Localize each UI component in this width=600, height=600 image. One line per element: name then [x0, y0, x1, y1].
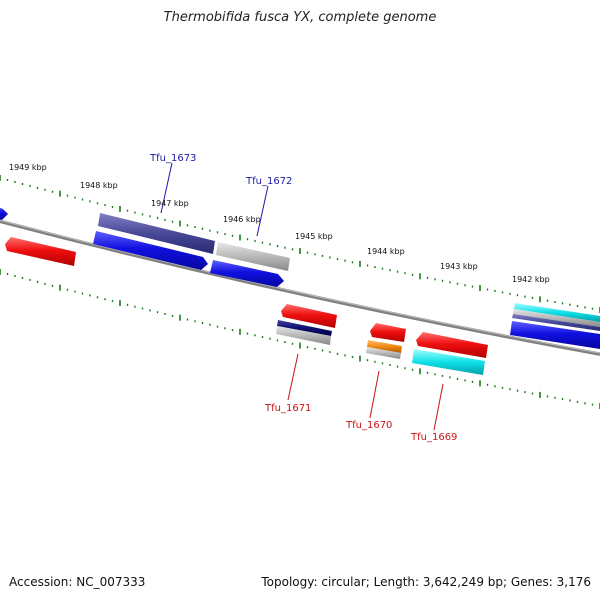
- genome-backbone-highlight: [0, 219, 600, 354]
- gene-feature[interactable]: [5, 237, 76, 266]
- map-title: Thermobifida fusca YX, complete genome: [163, 10, 437, 25]
- scale-ticks-bottom: [0, 269, 600, 409]
- gene-feature[interactable]: [370, 323, 406, 342]
- genome-backbone: [0, 219, 600, 356]
- gene-label[interactable]: Tfu_1671: [264, 403, 311, 414]
- gene-label[interactable]: Tfu_1672: [245, 176, 292, 187]
- scale-label: 1944 kbp: [367, 247, 405, 256]
- gene-feature[interactable]: [416, 332, 488, 358]
- gene-feature[interactable]: [367, 340, 402, 353]
- gene-feature[interactable]: [93, 231, 208, 270]
- gene-label[interactable]: Tfu_1673: [149, 153, 196, 164]
- label-leaders: [160, 162, 444, 431]
- gene-feature[interactable]: [0, 206, 8, 220]
- gene-feature[interactable]: [277, 320, 332, 336]
- gene-feature[interactable]: [513, 309, 600, 327]
- gene-feature[interactable]: [514, 303, 600, 322]
- genome-summary-text: Topology: circular; Length: 3,642,249 bp…: [261, 575, 591, 589]
- gene-feature[interactable]: [210, 260, 284, 287]
- gene-feature[interactable]: [98, 213, 215, 254]
- gene-feature[interactable]: [512, 314, 600, 331]
- gene-feature[interactable]: [366, 347, 401, 359]
- gene-feature[interactable]: [412, 349, 485, 375]
- scale-label: 1947 kbp: [151, 199, 189, 208]
- scale-label: 1946 kbp: [223, 215, 261, 224]
- scale-label: 1942 kbp: [512, 275, 550, 284]
- gene-feature[interactable]: [510, 321, 600, 349]
- features-bottom-strand: [5, 237, 488, 375]
- scale-label: 1945 kbp: [295, 232, 333, 241]
- gene-label[interactable]: Tfu_1670: [345, 420, 392, 431]
- gene-feature[interactable]: [216, 242, 290, 271]
- leader-line: [433, 383, 444, 431]
- gene-labels: Tfu_1673 Tfu_1672 Tfu_1671 Tfu_1670 Tfu_…: [149, 153, 457, 443]
- scale-label: 1949 kbp: [9, 163, 47, 172]
- gene-label[interactable]: Tfu_1669: [410, 432, 457, 443]
- leader-line: [160, 162, 173, 214]
- scale-label: 1943 kbp: [440, 262, 478, 271]
- scale-ticks-top: [0, 175, 600, 313]
- leader-line: [369, 370, 380, 419]
- gene-feature[interactable]: [276, 326, 331, 345]
- scale-labels: 1949 kbp 1948 kbp 1947 kbp 1946 kbp 1945…: [9, 163, 550, 284]
- leader-line: [256, 185, 269, 237]
- features-top-strand: [0, 206, 600, 349]
- gene-feature[interactable]: [281, 304, 337, 328]
- scale-label: 1948 kbp: [80, 181, 118, 190]
- accession-text: Accession: NC_007333: [9, 575, 146, 589]
- leader-line: [287, 353, 299, 401]
